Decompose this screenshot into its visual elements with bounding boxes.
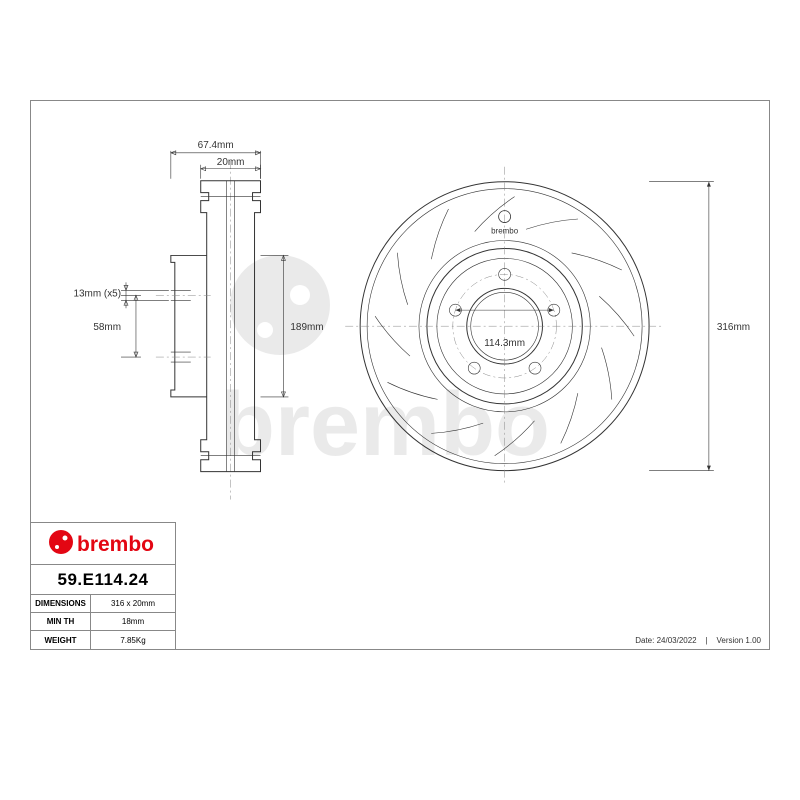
- spec-value: 7.85Kg: [91, 631, 175, 649]
- info-box: brembo 59.E114.24 DIMENSIONS 316 x 20mm …: [31, 522, 176, 649]
- dim-offset: 58mm: [93, 322, 121, 333]
- spec-weight: WEIGHT 7.85Kg: [31, 631, 175, 649]
- footer-date-label: Date:: [635, 636, 654, 645]
- spec-minth: MIN TH 18mm: [31, 613, 175, 631]
- footer-version: 1.00: [745, 636, 761, 645]
- spec-label: WEIGHT: [31, 631, 91, 649]
- spec-value: 18mm: [91, 613, 175, 630]
- spec-label: DIMENSIONS: [31, 595, 91, 612]
- footer-version-label: Version: [717, 636, 744, 645]
- dim-hub-height: 189mm: [290, 322, 323, 333]
- footer-date: 24/03/2022: [657, 636, 697, 645]
- front-view: brembo: [345, 167, 750, 486]
- drawing-frame: brembo: [30, 100, 770, 650]
- spec-dimensions: DIMENSIONS 316 x 20mm: [31, 595, 175, 613]
- part-number: 59.E114.24: [31, 565, 175, 595]
- dim-outer-dia: 316mm: [717, 322, 750, 333]
- dim-width-top: 67.4mm: [198, 140, 234, 151]
- spec-label: MIN TH: [31, 613, 91, 630]
- logo-row: brembo: [31, 523, 175, 565]
- footer: Date: 24/03/2022 | Version 1.00: [635, 636, 761, 645]
- brembo-logo: brembo: [43, 527, 163, 561]
- dim-pcd: 114.3mm: [484, 338, 525, 349]
- footer-sep: |: [706, 636, 708, 645]
- disc-logo-text: brembo: [491, 227, 519, 236]
- side-profile: 67.4mm 20mm 13mm (x5) 58mm 189mm: [73, 140, 323, 500]
- dim-thickness: 20mm: [217, 157, 245, 168]
- dim-bolt: 13mm (x5): [73, 288, 121, 299]
- spec-value: 316 x 20mm: [91, 595, 175, 612]
- brand-text: brembo: [77, 533, 154, 556]
